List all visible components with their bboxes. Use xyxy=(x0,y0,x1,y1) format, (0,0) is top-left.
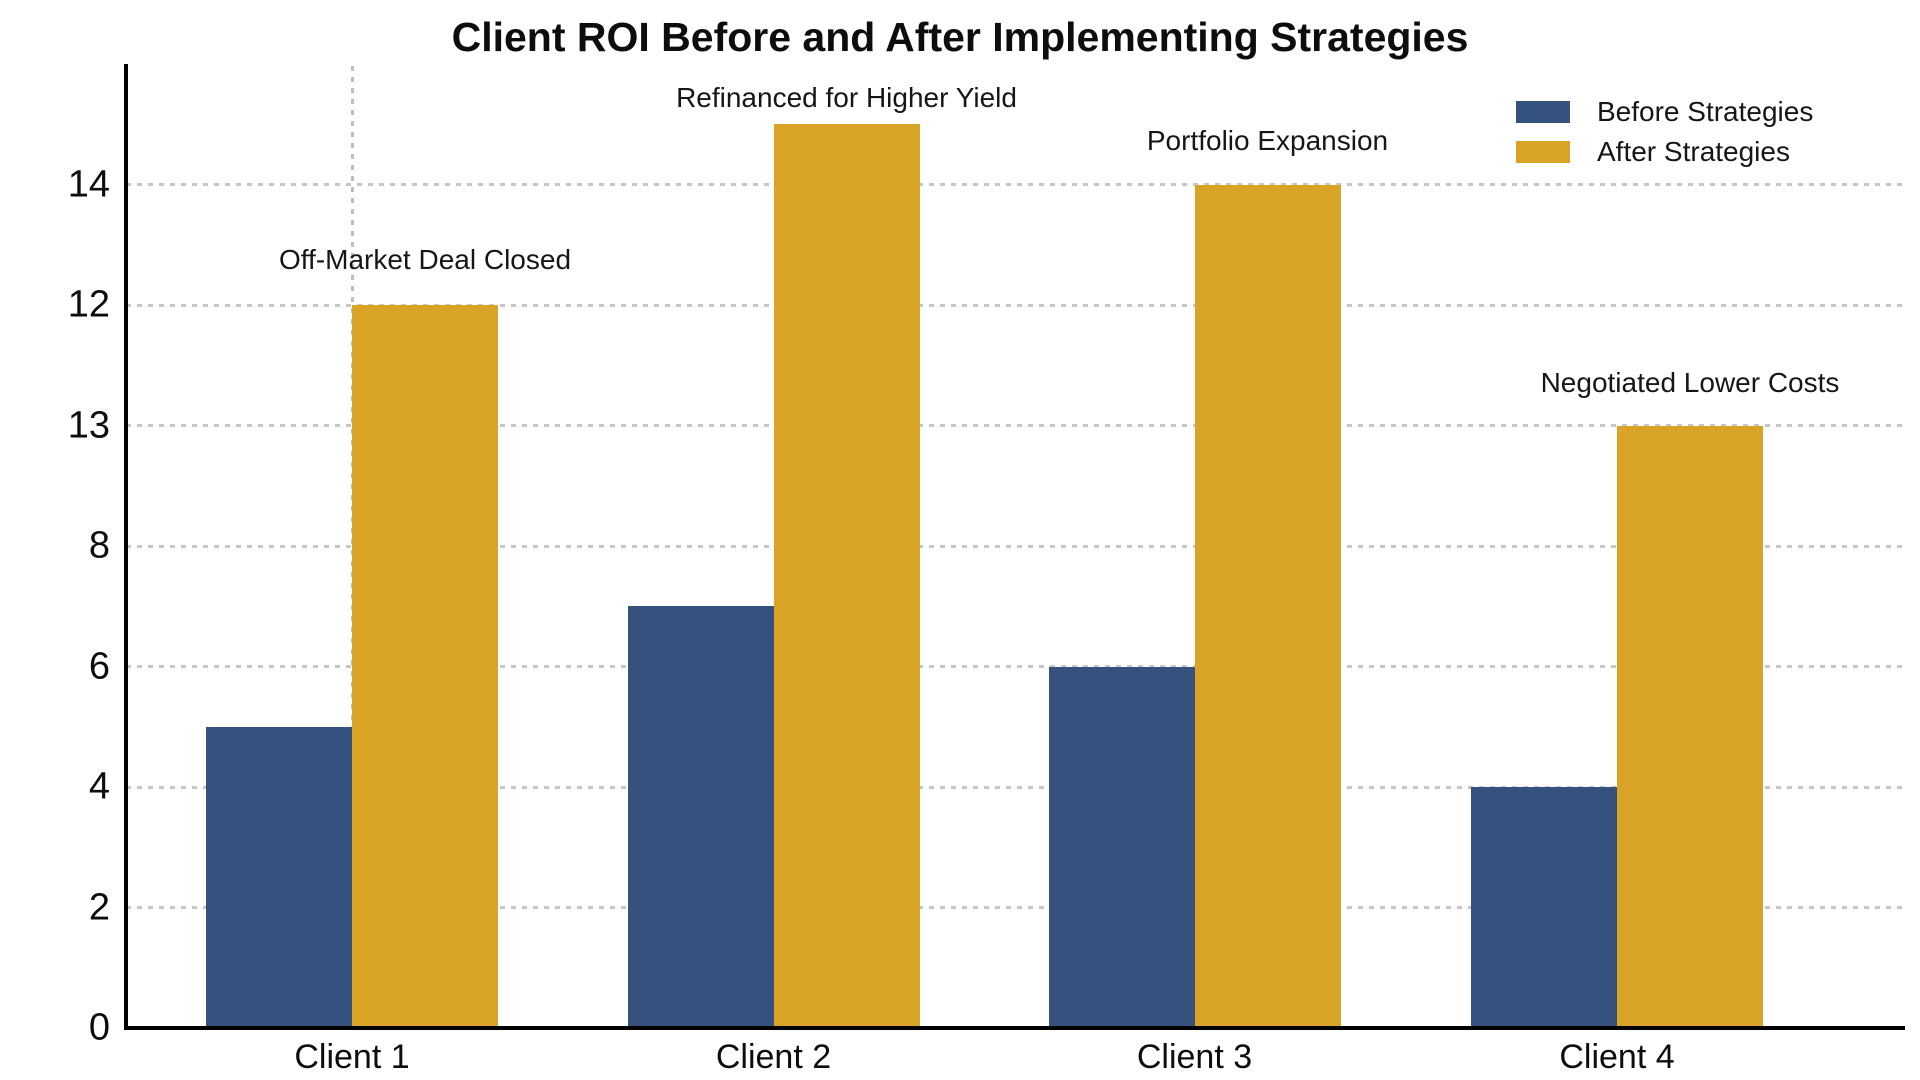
gridline-y-13 xyxy=(126,424,1905,427)
y-tick-label-8: 8 xyxy=(88,524,110,567)
bar-annotation: Portfolio Expansion xyxy=(1146,124,1389,156)
y-tick-label-13: 13 xyxy=(67,404,110,446)
bar-after-client-3 xyxy=(1194,184,1341,1028)
chart-title: Client ROI Before and After Implementing… xyxy=(451,14,1469,60)
legend-label-before: Before Strategies xyxy=(1597,96,1814,127)
y-axis-spine xyxy=(124,64,128,1028)
legend-swatch-after xyxy=(1516,141,1570,163)
x-tick-label-client-4: Client 4 xyxy=(1559,1038,1675,1076)
legend-label-after: After Strategies xyxy=(1597,136,1790,167)
x-tick-label-client-2: Client 2 xyxy=(715,1038,832,1076)
y-tick-label-12: 12 xyxy=(67,283,110,326)
y-tick-label-6: 6 xyxy=(88,645,110,687)
x-axis-spine xyxy=(124,1026,1905,1030)
bar-after-client-1 xyxy=(352,305,498,1028)
bar-before-client-3 xyxy=(1048,666,1195,1028)
bar-annotation: Off-Market Deal Closed xyxy=(278,244,572,275)
gridline-y-2 xyxy=(126,906,1905,909)
gridline-y-14 xyxy=(126,183,1905,186)
x-tick-label-client-3: Client 3 xyxy=(1136,1038,1253,1076)
gridline-y-12 xyxy=(126,303,1905,307)
bar-before-client-4 xyxy=(1471,787,1617,1028)
y-tick-label-2: 2 xyxy=(88,886,110,928)
legend: Before Strategies After Strategies xyxy=(1516,96,1814,167)
legend-item-before: Before Strategies xyxy=(1516,96,1814,127)
gridline-y-6 xyxy=(126,665,1905,668)
legend-swatch-before xyxy=(1516,101,1570,123)
bar-before-client-2 xyxy=(627,606,774,1028)
x-tick-label-client-1: Client 1 xyxy=(294,1038,410,1076)
bar-after-client-4 xyxy=(1617,425,1763,1028)
bar-annotation: Refinanced for Higher Yield xyxy=(676,82,1017,114)
gridline-y-4 xyxy=(126,785,1905,789)
gridline-y-8 xyxy=(126,544,1905,548)
legend-item-after: After Strategies xyxy=(1516,136,1813,167)
bar-before-client-1 xyxy=(206,726,352,1028)
bar-annotation: Negotiated Lower Costs xyxy=(1540,366,1840,398)
y-tick-label-4: 4 xyxy=(88,765,110,808)
y-tick-label-0: 0 xyxy=(88,1006,110,1049)
bar-after-client-2 xyxy=(773,124,920,1028)
y-tick-label-14: 14 xyxy=(67,163,110,205)
